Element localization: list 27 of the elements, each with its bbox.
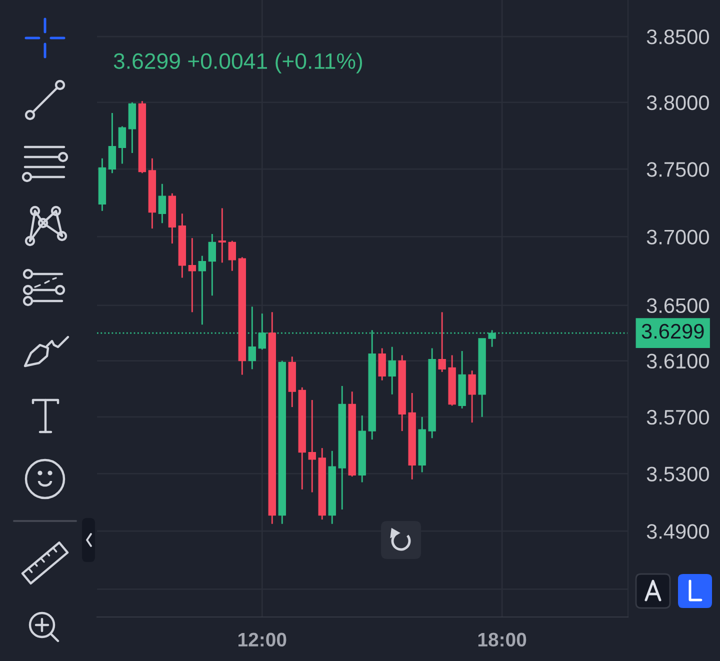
candlestick (108, 112, 116, 174)
candlestick (118, 126, 126, 164)
text: 3.6299 +0.0041 (+0.11%) (114, 52, 362, 74)
y-tick-label: 3.5700 (646, 410, 709, 425)
candlestick (188, 237, 196, 313)
candlestick (438, 311, 446, 373)
candlestick (228, 240, 236, 272)
candlestick (218, 208, 226, 264)
x-tick-label: 18:00 (478, 632, 526, 647)
candlestick (378, 348, 386, 382)
candlestick (198, 255, 206, 326)
candlestick (468, 370, 476, 424)
y-tick-label: 3.4900 (646, 524, 709, 539)
candlestick (158, 183, 166, 224)
ref-line-label: 3.6299 (642, 324, 704, 339)
y-tick-label: 3.6500 (646, 298, 709, 314)
y-tick-label: 3.8000 (646, 95, 709, 110)
x-tick-label: 12:00 (238, 632, 286, 647)
y-tick-label: 3.6100 (646, 354, 709, 369)
y-tick-label: 3.7500 (646, 162, 709, 177)
y-tick-label: 3.7000 (646, 230, 709, 244)
y-tick-label: 3.5300 (646, 466, 709, 482)
candlestick (248, 306, 256, 370)
candlestick (308, 399, 316, 493)
candlestick (388, 346, 396, 396)
y-tick-label: 3.8500 (646, 30, 709, 44)
candlestick (208, 233, 216, 296)
